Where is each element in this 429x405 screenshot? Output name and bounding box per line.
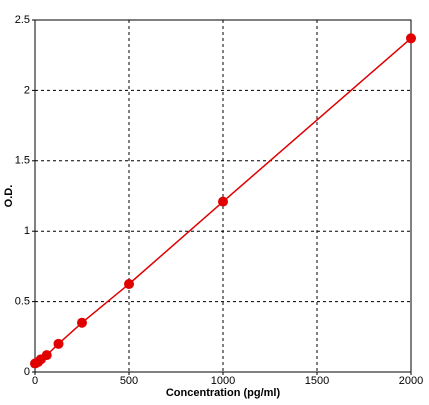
data-point bbox=[218, 196, 228, 207]
data-point bbox=[53, 338, 64, 349]
y-tick-label: 0 bbox=[24, 366, 30, 378]
data-point bbox=[77, 317, 87, 328]
x-tick-label: 2000 bbox=[399, 375, 423, 387]
x-tick-label: 1500 bbox=[305, 375, 329, 387]
y-tick-label: 1.5 bbox=[15, 155, 30, 167]
plot-frame bbox=[34, 19, 412, 373]
y-axis-title: O.D. bbox=[3, 185, 15, 208]
x-axis-title: Concentration (pg/ml) bbox=[166, 387, 281, 399]
data-point bbox=[41, 350, 52, 361]
data-point bbox=[406, 33, 416, 44]
data-point bbox=[124, 279, 134, 289]
y-tick-label: 1 bbox=[24, 225, 30, 237]
y-tick-label: 0.5 bbox=[15, 296, 30, 308]
y-tick-label: 2.5 bbox=[15, 14, 30, 26]
y-tick-label: 2 bbox=[24, 84, 30, 96]
x-tick-label: 1000 bbox=[211, 375, 235, 387]
x-tick-label: 0 bbox=[32, 375, 38, 387]
x-tick-label: 500 bbox=[120, 375, 138, 387]
